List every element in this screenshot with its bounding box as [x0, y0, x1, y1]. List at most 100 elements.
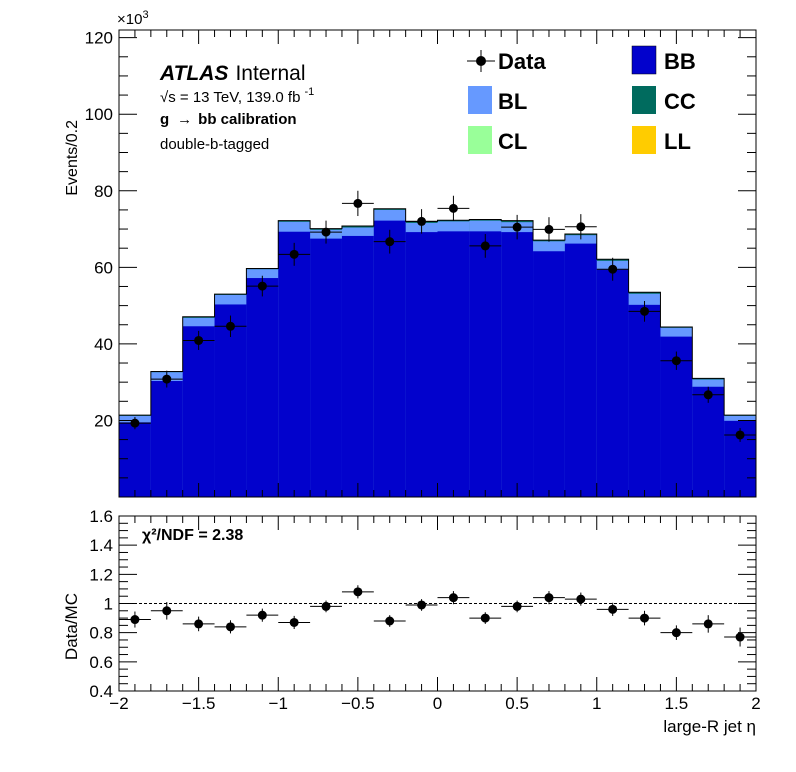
data-marker: [703, 390, 713, 400]
ratio-marker: [544, 593, 554, 603]
data-marker: [417, 216, 427, 226]
data-point: [564, 214, 597, 240]
x-tick-label: 1: [592, 694, 601, 713]
atlas-label: ATLAS Internal: [159, 62, 305, 85]
ratio-marker: [130, 615, 140, 625]
legend-entry-bb: BB: [631, 45, 696, 75]
bb-bar: [373, 220, 406, 497]
legend-entry-data: Data: [467, 49, 546, 74]
legend-label-cl: CL: [498, 129, 527, 154]
data-marker: [512, 222, 522, 232]
ratio-point: [278, 615, 311, 630]
calibration-label: g → bb calibration: [160, 111, 297, 128]
data-point: [660, 351, 693, 370]
data-marker: [448, 203, 458, 213]
legend-label-ll: LL: [664, 129, 691, 154]
ratio-marker: [194, 619, 204, 629]
bb-bar: [150, 381, 183, 497]
x-tick-label: −2: [109, 694, 128, 713]
ratio-y-tick-label: 1: [104, 595, 113, 614]
legend-swatch-cc: [632, 86, 656, 114]
x-tick-label: −1: [269, 694, 288, 713]
x-tick-label: −0.5: [341, 694, 375, 713]
data-marker: [321, 227, 331, 237]
y-tick-label: 80: [94, 182, 113, 201]
x-tick-label: 2: [751, 694, 760, 713]
main-plot: 20 40 60 80 100 120 ×103 Events/0.2 ATLAS Inte…: [64, 9, 757, 498]
y-multiplier: ×103: [117, 9, 149, 28]
stacked-histogram: [118, 208, 757, 498]
bb-bar: [278, 231, 311, 497]
bb-bar: [341, 235, 374, 498]
ratio-marker: [321, 601, 331, 611]
legend-swatch-bb: [631, 45, 657, 75]
ratio-y-tick-label: 1.4: [89, 536, 113, 555]
y-tick-label: 20: [94, 411, 113, 430]
bb-bar: [533, 251, 565, 497]
legend-entry-ll: LL: [632, 126, 691, 154]
ratio-point: [150, 602, 183, 620]
ratio-marker: [480, 613, 490, 623]
data-point: [278, 242, 311, 266]
ratio-point: [533, 591, 565, 605]
ratio-point: [373, 615, 406, 627]
data-point: [596, 257, 629, 281]
x-axis: −2 −1.5 −1 −0.5 0 0.5 1 1.5 2: [109, 516, 761, 713]
data-marker: [289, 249, 299, 259]
legend-label-cc: CC: [664, 89, 696, 114]
data-point: [341, 190, 374, 217]
legend-marker-data: [476, 56, 486, 66]
chi2-annotation: χ²/NDF = 2.38: [142, 527, 243, 544]
bb-bar: [564, 243, 597, 497]
ratio-y-tick-label: 1.6: [89, 507, 113, 526]
ratio-y-tick-label: 0.8: [89, 624, 113, 643]
ratio-marker: [385, 616, 395, 626]
ratio-marker: [576, 594, 586, 604]
ratio-y-tick-label: 0.4: [89, 682, 113, 701]
data-point: [469, 234, 502, 258]
ratio-point: [564, 592, 597, 606]
ratio-y-axis: 0.4 0.6 0.8 1 1.2 1.4 1.6: [89, 507, 756, 701]
legend-entry-cc: CC: [632, 86, 696, 114]
bb-bar: [596, 269, 629, 497]
data-marker: [225, 321, 235, 331]
category-label: double-b-tagged: [160, 136, 269, 153]
ratio-marker: [703, 619, 713, 629]
ratio-marker: [257, 610, 267, 620]
ratio-point: [724, 627, 756, 647]
data-marker: [480, 241, 490, 251]
ratio-y-axis-title: Data/MC: [62, 593, 81, 660]
data-point: [373, 229, 406, 254]
data-point: [724, 428, 756, 442]
x-tick-label: 1.5: [665, 694, 689, 713]
main-y-axis: 20 40 60 80 100 120: [85, 29, 756, 479]
y-tick-label: 100: [85, 105, 113, 124]
data-point: [501, 214, 534, 240]
data-marker: [194, 335, 204, 345]
data-marker: [385, 237, 395, 247]
ratio-point: [341, 585, 374, 599]
data-point: [692, 386, 725, 403]
stack-outline: [118, 208, 757, 497]
ratio-plot: 0.4 0.6 0.8 1 1.2 1.4 1.6 −2 −1.5 −1 −0.5 0 0.5 1 1.5…: [62, 507, 761, 736]
ratio-point: [469, 612, 502, 624]
bb-bar: [310, 238, 342, 498]
bb-bar: [628, 304, 661, 497]
x-tick-label: 0.5: [505, 694, 529, 713]
data-marker: [257, 281, 267, 291]
y-tick-label: 60: [94, 258, 113, 277]
ratio-point: [692, 615, 725, 633]
data-point: [405, 209, 438, 234]
legend: Data BB BL CC CL LL: [467, 45, 696, 154]
ratio-point: [310, 600, 342, 613]
ratio-point: [214, 620, 247, 634]
data-point: [437, 195, 470, 222]
ratio-marker: [353, 587, 363, 597]
bb-bar: [692, 386, 725, 497]
main-y-axis-title: Events/0.2: [64, 120, 81, 196]
ratio-marker: [512, 601, 522, 611]
data-marker: [735, 430, 745, 440]
ratio-marker: [671, 628, 681, 638]
data-point: [214, 315, 247, 337]
